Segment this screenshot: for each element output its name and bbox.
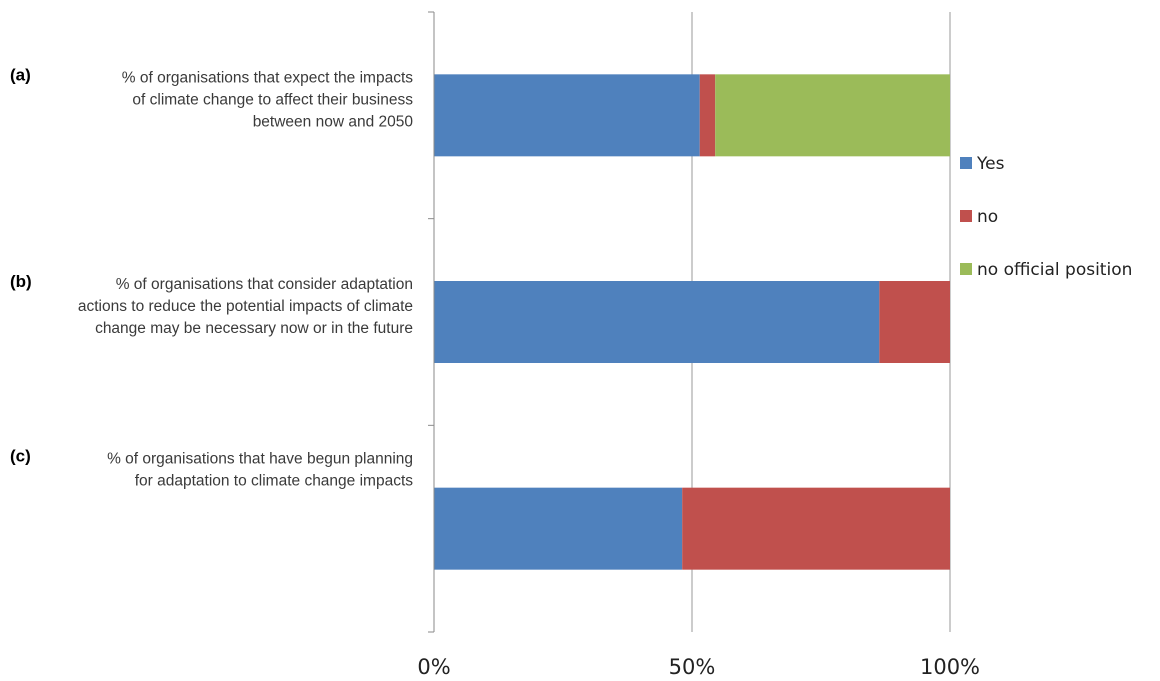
- bar-2-no: [682, 487, 950, 570]
- legend-swatch-no-official-position: [960, 263, 972, 275]
- category-label-line: for adaptation to climate change impacts: [135, 473, 414, 490]
- bar-0-no: [699, 74, 716, 157]
- bar-1-yes: [434, 281, 880, 363]
- legend: Yes no no official position: [960, 154, 1132, 280]
- category-label-line: between now and 2050: [253, 113, 414, 130]
- category-letter-0: (a): [10, 65, 31, 84]
- category-letter-2: (c): [10, 447, 31, 466]
- legend-swatch-no: [960, 210, 972, 222]
- legend-swatch-yes: [960, 157, 972, 169]
- bar-0-no-official-position: [715, 74, 950, 157]
- category-label-line: of climate change to affect their busine…: [132, 91, 413, 108]
- category-label-line: change may be necessary now or in the fu…: [95, 320, 413, 337]
- category-labels: (a) % of organisations that expect the im…: [10, 65, 413, 489]
- legend-label-no: no: [977, 207, 998, 227]
- legend-label-yes: Yes: [976, 154, 1005, 174]
- category-label-line: % of organisations that expect the impac…: [122, 69, 413, 86]
- legend-label-no-official-position: no official position: [977, 260, 1132, 280]
- category-label-line: % of organisations that have begun plann…: [107, 451, 413, 468]
- x-tick-label-50: 50%: [669, 655, 716, 679]
- x-tick-label-100: 100%: [920, 655, 980, 679]
- bar-1-no: [879, 281, 950, 363]
- category-letter-1: (b): [10, 272, 32, 291]
- bars: [434, 74, 950, 570]
- category-label-line: actions to reduce the potential impacts …: [78, 298, 413, 315]
- x-tick-labels: 0% 50% 100%: [417, 655, 980, 679]
- bar-2-yes: [434, 487, 683, 570]
- y-axis: [428, 11, 435, 633]
- x-tick-label-0: 0%: [417, 655, 450, 679]
- bar-0-yes: [434, 74, 700, 157]
- category-label-line: % of organisations that consider adaptat…: [116, 276, 413, 293]
